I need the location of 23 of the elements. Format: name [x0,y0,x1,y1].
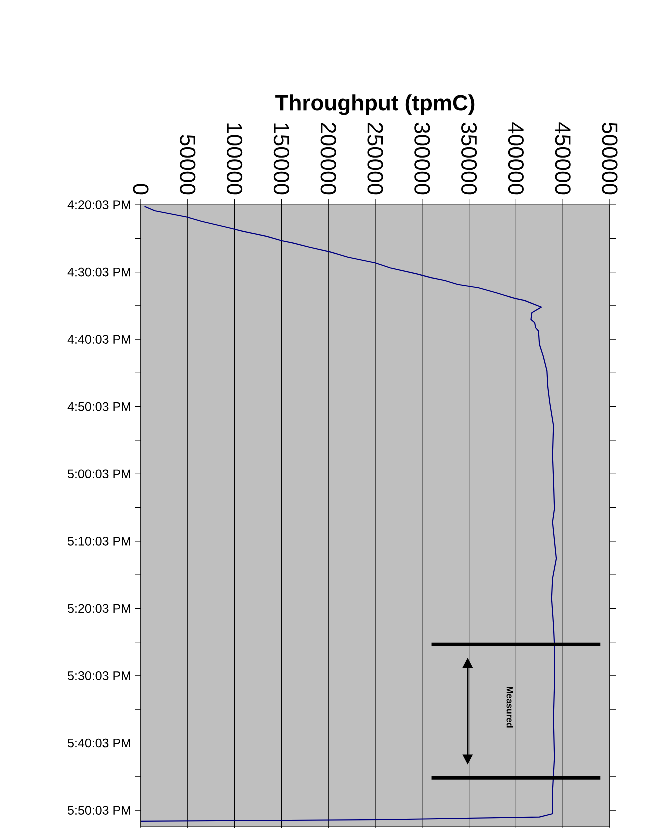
y-tick-label: 4:20:03 PM [68,200,130,210]
x-tick-label: 0 [133,184,149,195]
annotation: Measured [506,686,514,728]
x-tick-label: 500000 [602,122,618,195]
x-tick-label: 450000 [555,122,571,195]
y-tick-label: 5:40:03 PM [68,738,130,748]
y-tick-label: 5:30:03 PM [68,672,130,680]
x-tick-label: 400000 [508,122,524,195]
y-tick-label: 4:40:03 PM [68,335,130,344]
y-tick-label: 5:20:03 PM [68,604,130,614]
y-tick-label: 4:50:03 PM [68,402,130,412]
y-tick-label: 4:30:03 PM [68,268,130,277]
x-tick-label: 50000 [180,135,196,195]
x-tick-label: 150000 [274,124,290,195]
y-tick-label: 5:00:03 PM [68,470,130,479]
x-tick-label: 200000 [320,123,336,195]
x-tick-label: 300000 [414,122,430,195]
y-tick-label: 5:50:03 PM [68,806,130,815]
x-tick-label: 350000 [462,122,478,195]
x-axis-title: Throughput (tpmC) [276,94,475,116]
x-tick-label: 250000 [368,123,384,195]
x-tick-label: 100000 [227,124,243,195]
y-tick-label: 5:10:03 PM [68,536,130,546]
